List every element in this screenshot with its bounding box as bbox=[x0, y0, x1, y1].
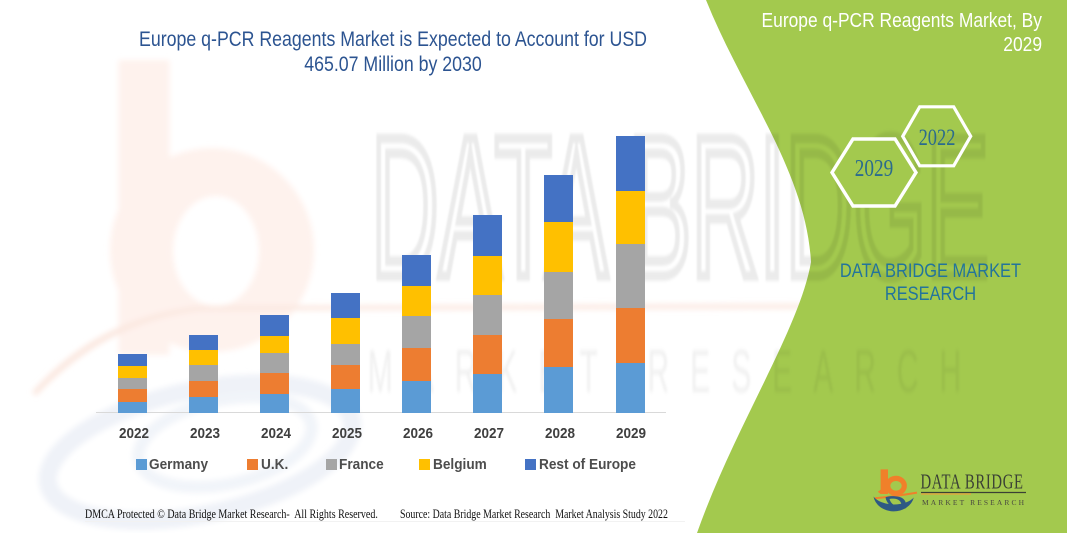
svg-text:DATA BRIDGE: DATA BRIDGE bbox=[371, 97, 989, 320]
svg-text:MARKET RESEARCH: MARKET RESEARCH bbox=[922, 498, 1026, 507]
svg-text:MARKET RESEARCH: MARKET RESEARCH bbox=[368, 339, 982, 406]
svg-text:DATA BRIDGE: DATA BRIDGE bbox=[921, 470, 1024, 493]
